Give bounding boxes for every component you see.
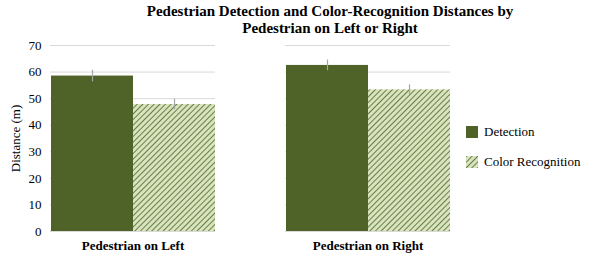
svg-text:60: 60 [29,64,42,79]
svg-text:Distance (m): Distance (m) [8,105,23,173]
svg-text:20: 20 [29,171,42,186]
html-text:Pedestrian Detection and Color: Pedestrian Detection and Color-Recogniti… [146,3,514,36]
html-text:Detection: Detection [484,124,535,139]
svg-text:Pedestrian on Left: Pedestrian on Left [82,238,185,253]
svg-text:10: 10 [29,197,42,212]
svg-text:50: 50 [29,91,42,106]
svg-text:0: 0 [35,224,42,239]
svg-text:40: 40 [29,117,42,132]
svg-text:Pedestrian on Right: Pedestrian on Right [313,238,424,253]
svg-text:70: 70 [29,38,42,53]
html-text:Color Recognition: Color Recognition [484,154,581,169]
svg-text:30: 30 [29,144,42,159]
